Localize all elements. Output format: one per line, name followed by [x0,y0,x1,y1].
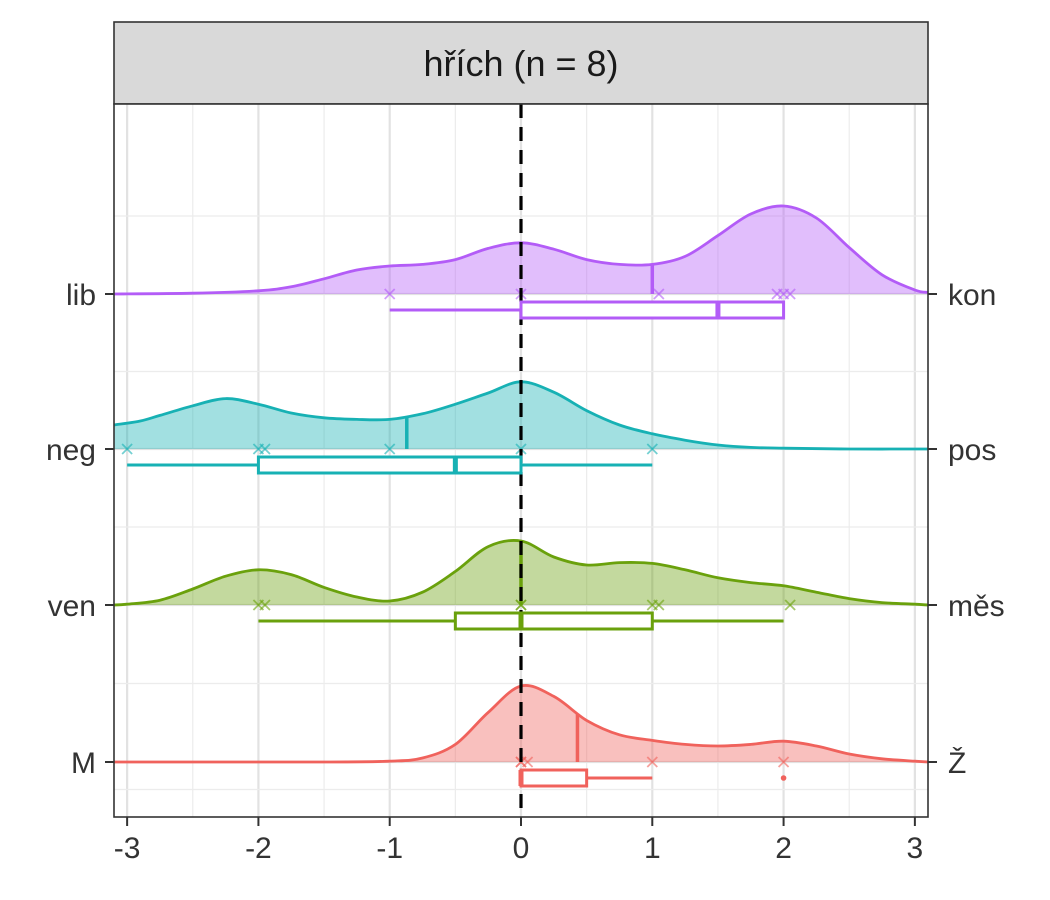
data-point [121,443,133,455]
y-tick-label-left: lib [66,279,96,312]
data-point [653,288,665,300]
data-point [521,756,534,768]
y-tick-label-left: M [71,747,96,780]
y-tick-label-right: Ž [948,747,966,780]
data-point [653,599,665,611]
x-tick-label: -3 [114,832,141,865]
facet-strip-label: hřích (n = 8) [423,43,618,84]
y-tick-label-right: kon [948,279,996,312]
boxplot-neg [127,455,653,475]
y-tick-label-left: neg [46,434,96,467]
facet-strip [113,21,929,105]
y-tick-label-right: měs [948,590,1005,623]
data-point [515,599,527,611]
y-tick-label-left: ven [48,590,96,623]
data-point [777,756,790,768]
outlier-point [780,775,787,781]
x-tick-label: 2 [775,832,792,865]
data-point [259,599,271,611]
series-M [114,684,929,768]
x-tick-label: -1 [376,832,403,865]
density-area [114,685,928,763]
iqr-box [256,455,523,475]
data-point [384,443,396,455]
density-line [113,204,929,296]
density-line [113,380,929,451]
iqr-box [519,300,786,320]
data-point [384,288,396,300]
x-tick-label: 1 [644,832,661,865]
boxplot-ven [258,611,784,631]
iqr-box [453,611,654,631]
boxplots [127,300,787,788]
y-tick-label-right: pos [948,434,996,467]
data-point [784,288,796,300]
x-tick-label: 0 [513,832,530,865]
data-point [646,756,658,768]
density-line [114,684,929,764]
iqr-box [519,768,589,788]
x-tick-label: 3 [907,832,924,865]
data-point [259,443,271,455]
data-point [784,599,796,611]
boxplot-M [518,768,787,788]
data-point [646,443,658,455]
boxplot-lib [389,300,786,320]
x-tick-label: -2 [245,832,272,865]
